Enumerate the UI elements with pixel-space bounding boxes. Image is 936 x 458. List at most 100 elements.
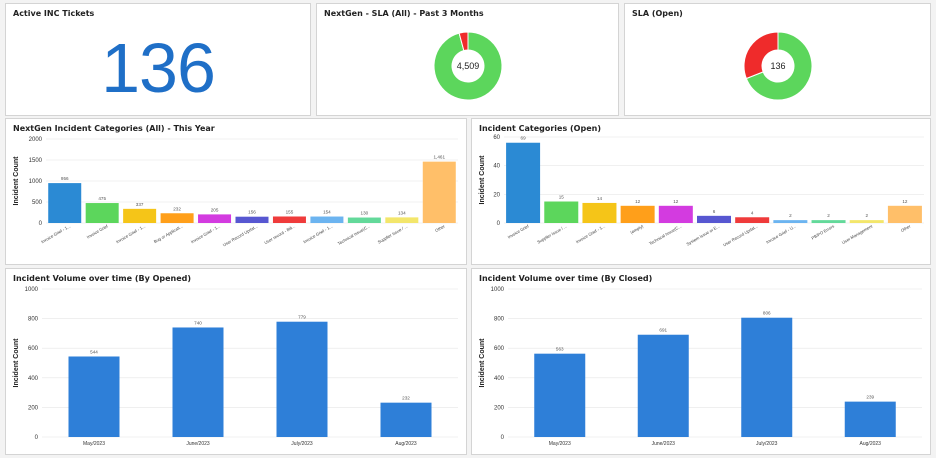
y-tick-label: 800 <box>28 317 39 323</box>
active-ticket-count[interactable]: 136 <box>101 29 216 107</box>
bar-data-label: 544 <box>90 349 98 354</box>
bar-data-label: 2 <box>865 213 868 218</box>
x-tick-label: Aug/2023 <box>395 441 417 447</box>
categories-open-bar-chart[interactable]: 0 20 40 60 Incident Count 69 Invoice Grief 15 Su… <box>472 119 931 265</box>
bar[interactable] <box>160 213 194 223</box>
bar[interactable] <box>198 214 232 223</box>
x-tick-label: June/2023 <box>652 441 676 447</box>
sla-open-donut-chart[interactable]: 136 <box>625 4 931 116</box>
y-tick-label: 0 <box>501 435 505 441</box>
bar[interactable] <box>534 353 586 437</box>
card-title: Incident Volume over time (By Opened) <box>13 274 192 283</box>
bar[interactable] <box>637 334 689 437</box>
bar[interactable] <box>85 203 119 223</box>
x-tick-label: Invoice Grief - 1... <box>40 224 71 245</box>
bar-data-label: 337 <box>136 202 144 207</box>
volume-closed-bar-chart[interactable]: 0 200 400 600 800 1000 Incident Count 563 May/20… <box>472 269 931 455</box>
x-tick-label: Other <box>434 223 446 233</box>
y-tick-label: 500 <box>32 200 43 206</box>
card-title: NextGen Incident Categories (All) - This… <box>13 124 215 133</box>
sla-all-donut-chart[interactable]: 4,509 <box>317 4 619 116</box>
pie-slice[interactable] <box>743 31 779 80</box>
y-tick-label: 1000 <box>25 287 39 293</box>
bar-data-label: 475 <box>98 196 106 201</box>
bar-data-label: 806 <box>763 311 771 316</box>
bar[interactable] <box>235 216 269 223</box>
bar-data-label: 69 <box>521 136 527 141</box>
volume-opened-card[interactable]: Incident Volume over time (By Opened) 0 2… <box>5 268 467 455</box>
bar[interactable] <box>887 205 922 223</box>
bar[interactable] <box>347 217 381 223</box>
categories-all-card[interactable]: NextGen Incident Categories (All) - This… <box>5 118 467 265</box>
bar-data-label: 2 <box>827 213 830 218</box>
pie-slice[interactable] <box>433 31 503 101</box>
bar-data-label: 779 <box>298 315 306 320</box>
bar[interactable] <box>544 201 579 224</box>
x-tick-label: (empty) <box>629 223 644 235</box>
x-tick-label: Technical Issue(C... <box>648 224 682 247</box>
y-tick-label: 0 <box>35 435 39 441</box>
bar-data-label: 12 <box>902 199 908 204</box>
volume-closed-card[interactable]: Incident Volume over time (By Closed) 0 2… <box>471 268 931 455</box>
volume-opened-bar-chart[interactable]: 0 200 400 600 800 1000 Incident Count 544 May/20… <box>6 269 467 455</box>
y-tick-label: 1000 <box>29 179 43 185</box>
bar[interactable] <box>620 205 655 223</box>
card-title: SLA (Open) <box>632 9 683 18</box>
bar[interactable] <box>68 356 120 437</box>
bar[interactable] <box>276 321 328 437</box>
bar[interactable] <box>773 220 808 223</box>
bar-data-label: 956 <box>61 176 69 181</box>
y-tick-label: 2000 <box>29 137 43 143</box>
bar[interactable] <box>310 216 344 223</box>
bar[interactable] <box>48 183 82 223</box>
bar[interactable] <box>380 402 432 437</box>
bar-data-label: 232 <box>173 206 181 211</box>
card-title: NextGen - SLA (All) - Past 3 Months <box>324 9 484 18</box>
bar-data-label: 563 <box>556 347 564 352</box>
y-tick-label: 200 <box>28 405 39 411</box>
bar[interactable] <box>123 208 157 223</box>
bar[interactable] <box>735 217 770 223</box>
x-tick-label: User record - Bili... <box>263 224 296 246</box>
y-tick-label: 200 <box>494 405 505 411</box>
y-tick-label: 400 <box>494 376 505 382</box>
bar[interactable] <box>385 217 419 223</box>
sla-open-card[interactable]: SLA (Open) 136 <box>624 3 931 116</box>
donut-center-label: 136 <box>770 61 785 71</box>
bar-data-label: 6 <box>713 209 716 214</box>
x-tick-label: Invoice Grief - 1... <box>575 224 606 245</box>
bar[interactable] <box>811 220 846 223</box>
sla-all-card[interactable]: NextGen - SLA (All) - Past 3 Months 4,50… <box>316 3 619 116</box>
bar-data-label: 130 <box>361 211 369 216</box>
y-tick-label: 600 <box>28 346 39 352</box>
card-title: Incident Categories (Open) <box>479 124 601 133</box>
x-tick-label: Invoice Grief - 1... <box>115 224 146 245</box>
categories-open-card[interactable]: Incident Categories (Open) 0 20 40 60 Incide… <box>471 118 931 265</box>
bar[interactable] <box>697 215 731 223</box>
pie-slice[interactable] <box>745 31 813 101</box>
categories-all-bar-chart[interactable]: 0 500 1000 1500 2000 Incident Count 956 Invoice… <box>6 119 467 265</box>
bar[interactable] <box>582 202 617 223</box>
bar[interactable] <box>849 220 884 223</box>
bar[interactable] <box>172 327 224 437</box>
bar[interactable] <box>658 205 693 223</box>
bar[interactable] <box>272 216 306 223</box>
x-tick-label: July/2023 <box>756 441 778 447</box>
y-tick-label: 20 <box>493 192 500 198</box>
bar[interactable] <box>422 161 456 223</box>
pie-slice[interactable] <box>458 31 469 52</box>
y-tick-label: 60 <box>493 135 500 141</box>
bar-data-label: 12 <box>673 199 679 204</box>
x-tick-label: Invoice Grief - 1... <box>190 224 221 245</box>
x-tick-label: May/2023 <box>549 441 571 447</box>
bar[interactable] <box>506 142 541 223</box>
y-tick-label: 1000 <box>491 287 505 293</box>
y-axis-label: Incident Count <box>13 338 20 388</box>
bar[interactable] <box>741 317 793 437</box>
bar-data-label: 14 <box>597 196 603 201</box>
bar[interactable] <box>844 401 896 437</box>
active-inc-tickets-card[interactable]: Active INC Tickets 136 <box>5 3 311 116</box>
card-title: Incident Volume over time (By Closed) <box>479 274 653 283</box>
x-tick-label: User Record Updat... <box>222 224 259 248</box>
bar-data-label: 239 <box>866 395 874 400</box>
